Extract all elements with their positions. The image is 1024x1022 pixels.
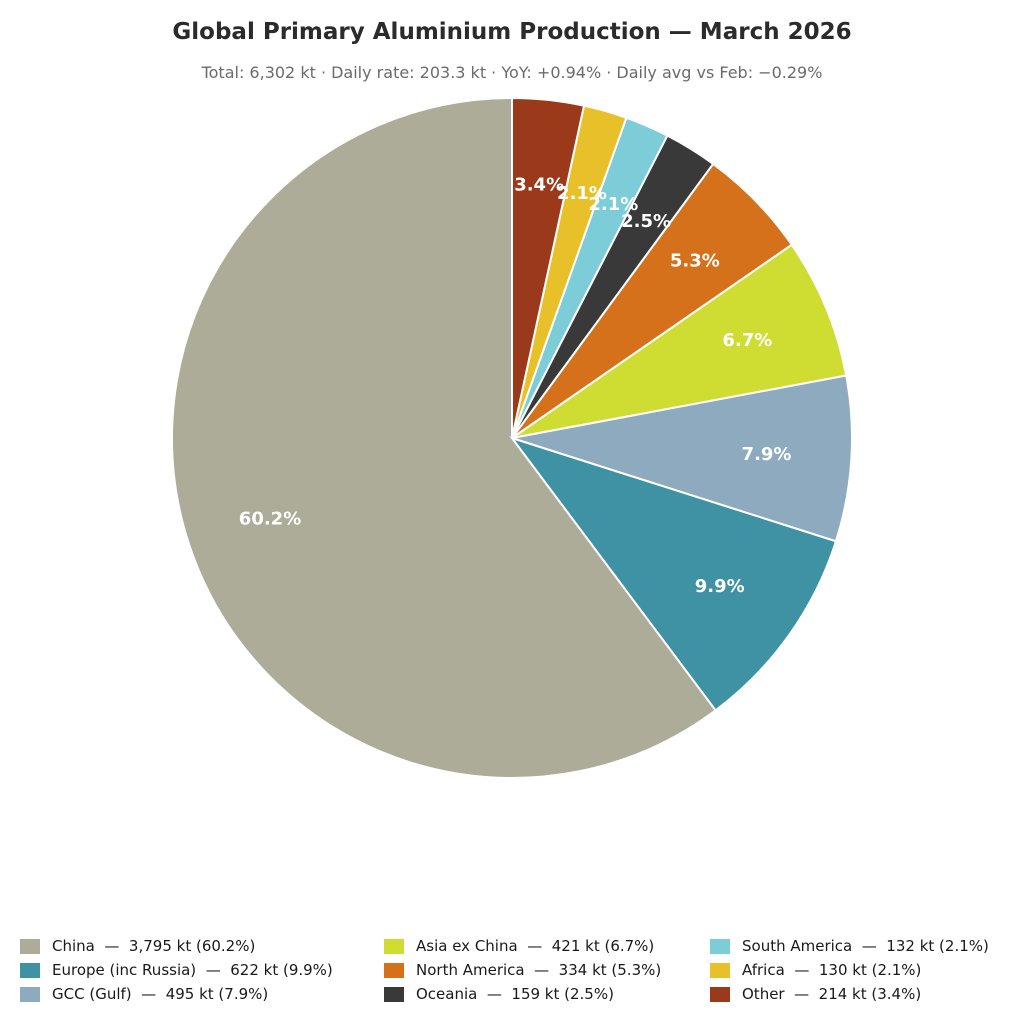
legend-label: North America — 334 kt (5.3%) [416,961,662,979]
legend-item: Oceania — 159 kt (2.5%) [384,985,614,1003]
legend-item: Africa — 130 kt (2.1%) [710,961,921,979]
pie-slice-other [511,96,586,439]
pie-pct-label: 6.7% [722,330,772,351]
legend-item: South America — 132 kt (2.1%) [710,937,989,955]
legend-label: Asia ex China — 421 kt (6.7%) [416,937,655,955]
pie-slice-asia-ex-china [511,243,848,439]
legend-label: South America — 132 kt (2.1%) [742,937,989,955]
pie-slice-china [171,96,718,779]
legend-item: North America — 334 kt (5.3%) [384,961,661,979]
pie-pct-label: 2.1% [557,183,607,204]
legend-item: GCC (Gulf) — 495 kt (7.9%) [20,985,268,1003]
pie-pct-label: 5.3% [670,250,720,271]
legend-swatch [384,938,404,954]
pie-pct-label: 60.2% [239,508,301,529]
pie-pct-label: 2.5% [621,211,671,232]
pie-pct-label: 7.9% [742,444,792,465]
legend-label: Oceania — 159 kt (2.5%) [416,985,614,1003]
chart-subtitle: Total: 6,302 kt · Daily rate: 203.3 kt ·… [201,63,823,82]
legend: China — 3,795 kt (60.2%) Europe (inc Russ… [0,937,1024,1017]
pie-pct-label: 9.9% [695,576,745,597]
pie-pct-label: 3.4% [514,174,564,195]
legend-label: China — 3,795 kt (60.2%) [52,937,256,955]
pie-pct-label: 2.1% [588,194,638,215]
legend-label: Africa — 130 kt (2.1%) [742,961,922,979]
pie-chart: 60.2%9.9%7.9%6.7%5.3%2.5%2.1%2.1%3.4% [171,96,853,779]
legend-swatch [384,986,404,1002]
legend-item: Other — 214 kt (3.4%) [710,985,921,1003]
legend-swatch [20,938,40,954]
pie-slice-europe-inc-russia [509,436,838,712]
legend-swatch [710,986,730,1002]
legend-swatch [20,986,40,1002]
legend-swatch [710,962,730,978]
legend-swatch [384,962,404,978]
legend-item: Asia ex China — 421 kt (6.7%) [384,937,654,955]
legend-label: Other — 214 kt (3.4%) [742,985,922,1003]
chart-title: Global Primary Aluminium Production — Ma… [172,19,852,45]
legend-label: GCC (Gulf) — 495 kt (7.9%) [52,985,269,1003]
legend-item: Europe (inc Russia) — 622 kt (9.9%) [20,961,333,979]
legend-swatch [20,962,40,978]
legend-swatch [710,938,730,954]
legend-label: Europe (inc Russia) — 622 kt (9.9%) [52,961,333,979]
pie-slice-gcc-gulf [511,374,853,543]
legend-item: China — 3,795 kt (60.2%) [20,937,255,955]
